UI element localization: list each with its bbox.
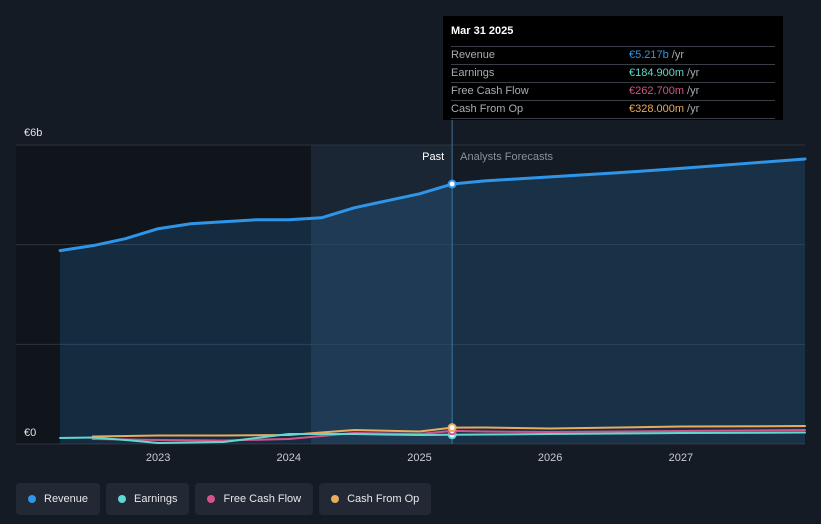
series-marker-cash-from-op xyxy=(447,423,457,433)
chart-background xyxy=(16,145,453,444)
x-tick-label: 2026 xyxy=(538,452,562,464)
series-marker-revenue xyxy=(447,179,457,189)
forecast-label: Analysts Forecasts xyxy=(460,151,553,163)
revenue-area xyxy=(60,158,805,444)
tooltip-label: Revenue xyxy=(451,49,496,61)
tooltip-value: €184.900m xyxy=(629,67,685,79)
tooltip-unit: /yr xyxy=(671,49,684,61)
past-label: Past xyxy=(422,151,444,163)
past-region-dark xyxy=(16,145,311,444)
tooltip-row-revenue: Revenue €5.217b /yr xyxy=(451,47,775,65)
series-layer xyxy=(58,157,807,445)
legend-dot-icon xyxy=(28,495,36,503)
tooltip-row-earnings: Earnings €184.900m /yr xyxy=(451,65,775,83)
legend-label: Cash From Op xyxy=(347,493,420,505)
tooltip-value: €262.700m xyxy=(629,85,685,97)
tooltip-row-free-cash-flow: Free Cash Flow €262.700m /yr xyxy=(451,83,775,101)
legend: Revenue Earnings Free Cash Flow Cash Fro… xyxy=(16,483,432,515)
legend-item-earnings[interactable]: Earnings xyxy=(106,483,190,515)
tooltip-label: Free Cash Flow xyxy=(451,85,529,97)
tooltip: Mar 31 2025 Revenue €5.217b /yr Earnings… xyxy=(443,16,783,120)
x-tick-label: 2024 xyxy=(277,452,301,464)
tooltip-label: Cash From Op xyxy=(451,103,524,115)
y-tick-label-bottom: €0 xyxy=(24,427,36,439)
tooltip-value: €5.217b xyxy=(629,49,669,61)
legend-item-cash-from-op[interactable]: Cash From Op xyxy=(319,483,432,515)
legend-dot-icon xyxy=(331,495,340,503)
tooltip-label: Earnings xyxy=(451,67,495,79)
x-tick-label: 2023 xyxy=(146,452,170,464)
series-line-cash-from-op xyxy=(91,425,806,438)
tooltip-value: €328.000m xyxy=(629,103,685,115)
legend-label: Free Cash Flow xyxy=(223,493,302,505)
legend-dot-icon xyxy=(207,495,216,503)
tooltip-unit: /yr xyxy=(687,67,700,79)
legend-label: Revenue xyxy=(44,493,89,505)
x-tick-label: 2025 xyxy=(407,452,431,464)
tooltip-unit: /yr xyxy=(687,103,700,115)
legend-dot-icon xyxy=(118,495,127,503)
x-tick-label: 2027 xyxy=(669,452,693,464)
legend-item-free-cash-flow[interactable]: Free Cash Flow xyxy=(195,483,314,515)
series-line-earnings xyxy=(59,431,806,445)
series-line-revenue xyxy=(58,157,807,253)
axis-labels: €6b €0 2023 2024 2025 2026 2027 Past Analysts Fo… xyxy=(24,127,693,464)
tooltip-unit: /yr xyxy=(687,85,700,97)
y-tick-label-top: €6b xyxy=(24,127,42,139)
legend-label: Earnings xyxy=(134,493,178,505)
tooltip-row-cash-from-op: Cash From Op €328.000m /yr xyxy=(451,101,775,119)
legend-item-revenue[interactable]: Revenue xyxy=(16,483,101,515)
tooltip-date: Mar 31 2025 xyxy=(451,24,775,47)
past-region-highlight xyxy=(311,145,453,444)
grid-lines xyxy=(16,96,805,445)
